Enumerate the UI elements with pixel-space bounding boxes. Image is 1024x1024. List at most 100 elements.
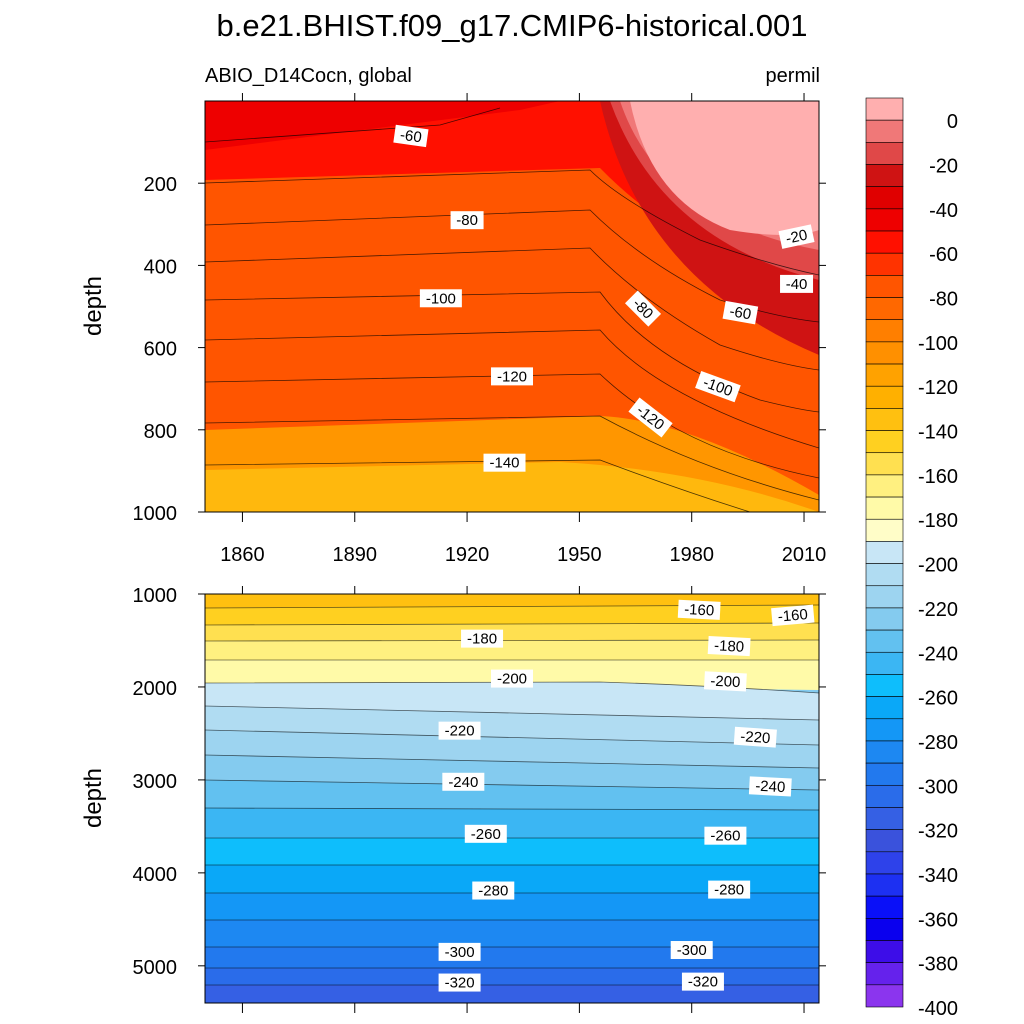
contour-label: -280 <box>472 881 515 900</box>
contour-label-text: -40 <box>786 276 808 293</box>
colorbar-swatch <box>865 230 904 254</box>
contour-label-box <box>703 671 747 692</box>
contour-label-text: -120 <box>497 368 527 385</box>
colorbar-swatch <box>865 807 904 830</box>
x-tick-label: 1980 <box>669 544 714 566</box>
y-tick-label: 4000 <box>133 864 178 886</box>
y-tick-label: 400 <box>144 256 177 278</box>
contour-label-box <box>670 941 713 960</box>
lower-plot-frame <box>204 593 820 1004</box>
y-tick-label: 600 <box>144 339 177 361</box>
colorbar-label: -280 <box>918 732 958 754</box>
contour-label: -240 <box>442 772 485 791</box>
contour-label: -20 <box>778 224 815 249</box>
contour-label: -320 <box>681 972 724 991</box>
y-tick-label: 1000 <box>133 585 178 607</box>
contour-label-box <box>681 972 724 991</box>
colorbar-swatch <box>865 940 904 963</box>
y-tick-label: 800 <box>144 421 177 443</box>
contour-label: -40 <box>780 274 814 293</box>
contour-label-text: -80 <box>456 212 478 229</box>
contour-label-box <box>708 880 751 899</box>
contour-label-box <box>438 942 481 961</box>
upper-contour-fill <box>205 101 819 512</box>
contour-label-text: -240 <box>448 774 478 791</box>
colorbar-swatch <box>865 252 904 276</box>
colorbar-label: -20 <box>929 156 958 178</box>
colorbar-swatch <box>865 142 904 165</box>
contour-label-text: -220 <box>740 728 771 747</box>
colorbar-swatch <box>865 962 904 986</box>
x-tick-labels: 1860 1890 1920 1950 1980 2010 <box>220 544 826 566</box>
contour-label-box <box>695 371 741 403</box>
colorbar-swatch <box>865 119 904 143</box>
contour-label-box <box>677 599 721 620</box>
contour-label-text: -160 <box>684 601 715 620</box>
contour-label: -220 <box>438 721 481 740</box>
contour-label-box <box>707 635 751 657</box>
contour-label-box <box>419 289 462 308</box>
contour-label-box <box>780 274 814 293</box>
colorbar-label: -300 <box>918 776 958 798</box>
contour-label-text: -320 <box>445 975 475 992</box>
x-tick-label: 1890 <box>333 544 378 566</box>
colorbar-swatch <box>865 341 904 365</box>
colorbar-label: -360 <box>918 909 958 931</box>
contour-label-text: -300 <box>677 942 707 959</box>
contour-label-text: -280 <box>714 882 744 899</box>
contour-label: -300 <box>438 942 481 961</box>
contour-label-box <box>625 290 662 327</box>
contour-label-text: -140 <box>489 455 519 472</box>
colorbar-label: -240 <box>918 643 958 665</box>
colorbar-label: -160 <box>918 466 958 488</box>
contour-label: -320 <box>438 973 481 992</box>
colorbar-swatch <box>865 164 904 187</box>
contour-label: -140 <box>483 453 526 472</box>
contour-label-box <box>438 973 481 992</box>
right-subtitle: permil <box>766 65 820 87</box>
contour-label: -80 <box>450 211 484 230</box>
contour-label: -60 <box>722 300 759 325</box>
contour-label: -160 <box>771 604 815 627</box>
contour-label: -200 <box>703 671 747 692</box>
contour-label-text: -100 <box>426 290 456 307</box>
contour-label-text: -220 <box>445 723 475 740</box>
y-tick-label: 5000 <box>133 957 178 979</box>
colorbar-label: -100 <box>918 333 958 355</box>
colorbar-label: -80 <box>929 289 958 311</box>
contour-label-box <box>628 397 673 438</box>
contour-label-box <box>438 721 481 740</box>
contour-label-box <box>491 669 533 688</box>
colorbar-swatch <box>865 408 904 431</box>
colorbar-label: -60 <box>929 244 958 266</box>
contour-label-box <box>442 772 485 791</box>
contour-label-box <box>722 300 759 325</box>
contour-label: -260 <box>704 826 747 845</box>
contour-label-text: -300 <box>445 944 475 961</box>
contour-label: -120 <box>491 367 533 386</box>
contour-label-text: -200 <box>497 671 527 688</box>
contour-label-box <box>450 211 484 230</box>
colorbar-label: -40 <box>929 200 958 222</box>
colorbar-swatch <box>865 629 904 653</box>
contour-label: -160 <box>677 599 721 620</box>
contour-label-text: -260 <box>710 828 740 845</box>
colorbar-swatch <box>865 851 904 875</box>
y-tick-label: 200 <box>144 174 177 196</box>
colorbar-label: -120 <box>918 377 958 399</box>
contour-label-box <box>778 224 815 249</box>
colorbar-swatch <box>865 385 904 409</box>
contour-label-text: -200 <box>710 673 741 692</box>
contour-label-text: -180 <box>467 631 497 648</box>
x-tick-label: 1860 <box>220 544 265 566</box>
colorbar-label: 0 <box>947 111 958 133</box>
colorbar-swatch <box>865 208 904 232</box>
colorbar-swatch <box>865 895 904 919</box>
contour-label: -280 <box>708 880 751 899</box>
colorbar-swatch <box>865 319 904 343</box>
colorbar-swatch <box>865 474 904 498</box>
contour-label-text: -260 <box>471 826 501 843</box>
colorbar-swatch <box>865 518 904 542</box>
